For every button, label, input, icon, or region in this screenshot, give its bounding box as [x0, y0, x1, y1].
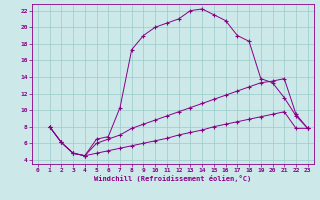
- X-axis label: Windchill (Refroidissement éolien,°C): Windchill (Refroidissement éolien,°C): [94, 175, 252, 182]
